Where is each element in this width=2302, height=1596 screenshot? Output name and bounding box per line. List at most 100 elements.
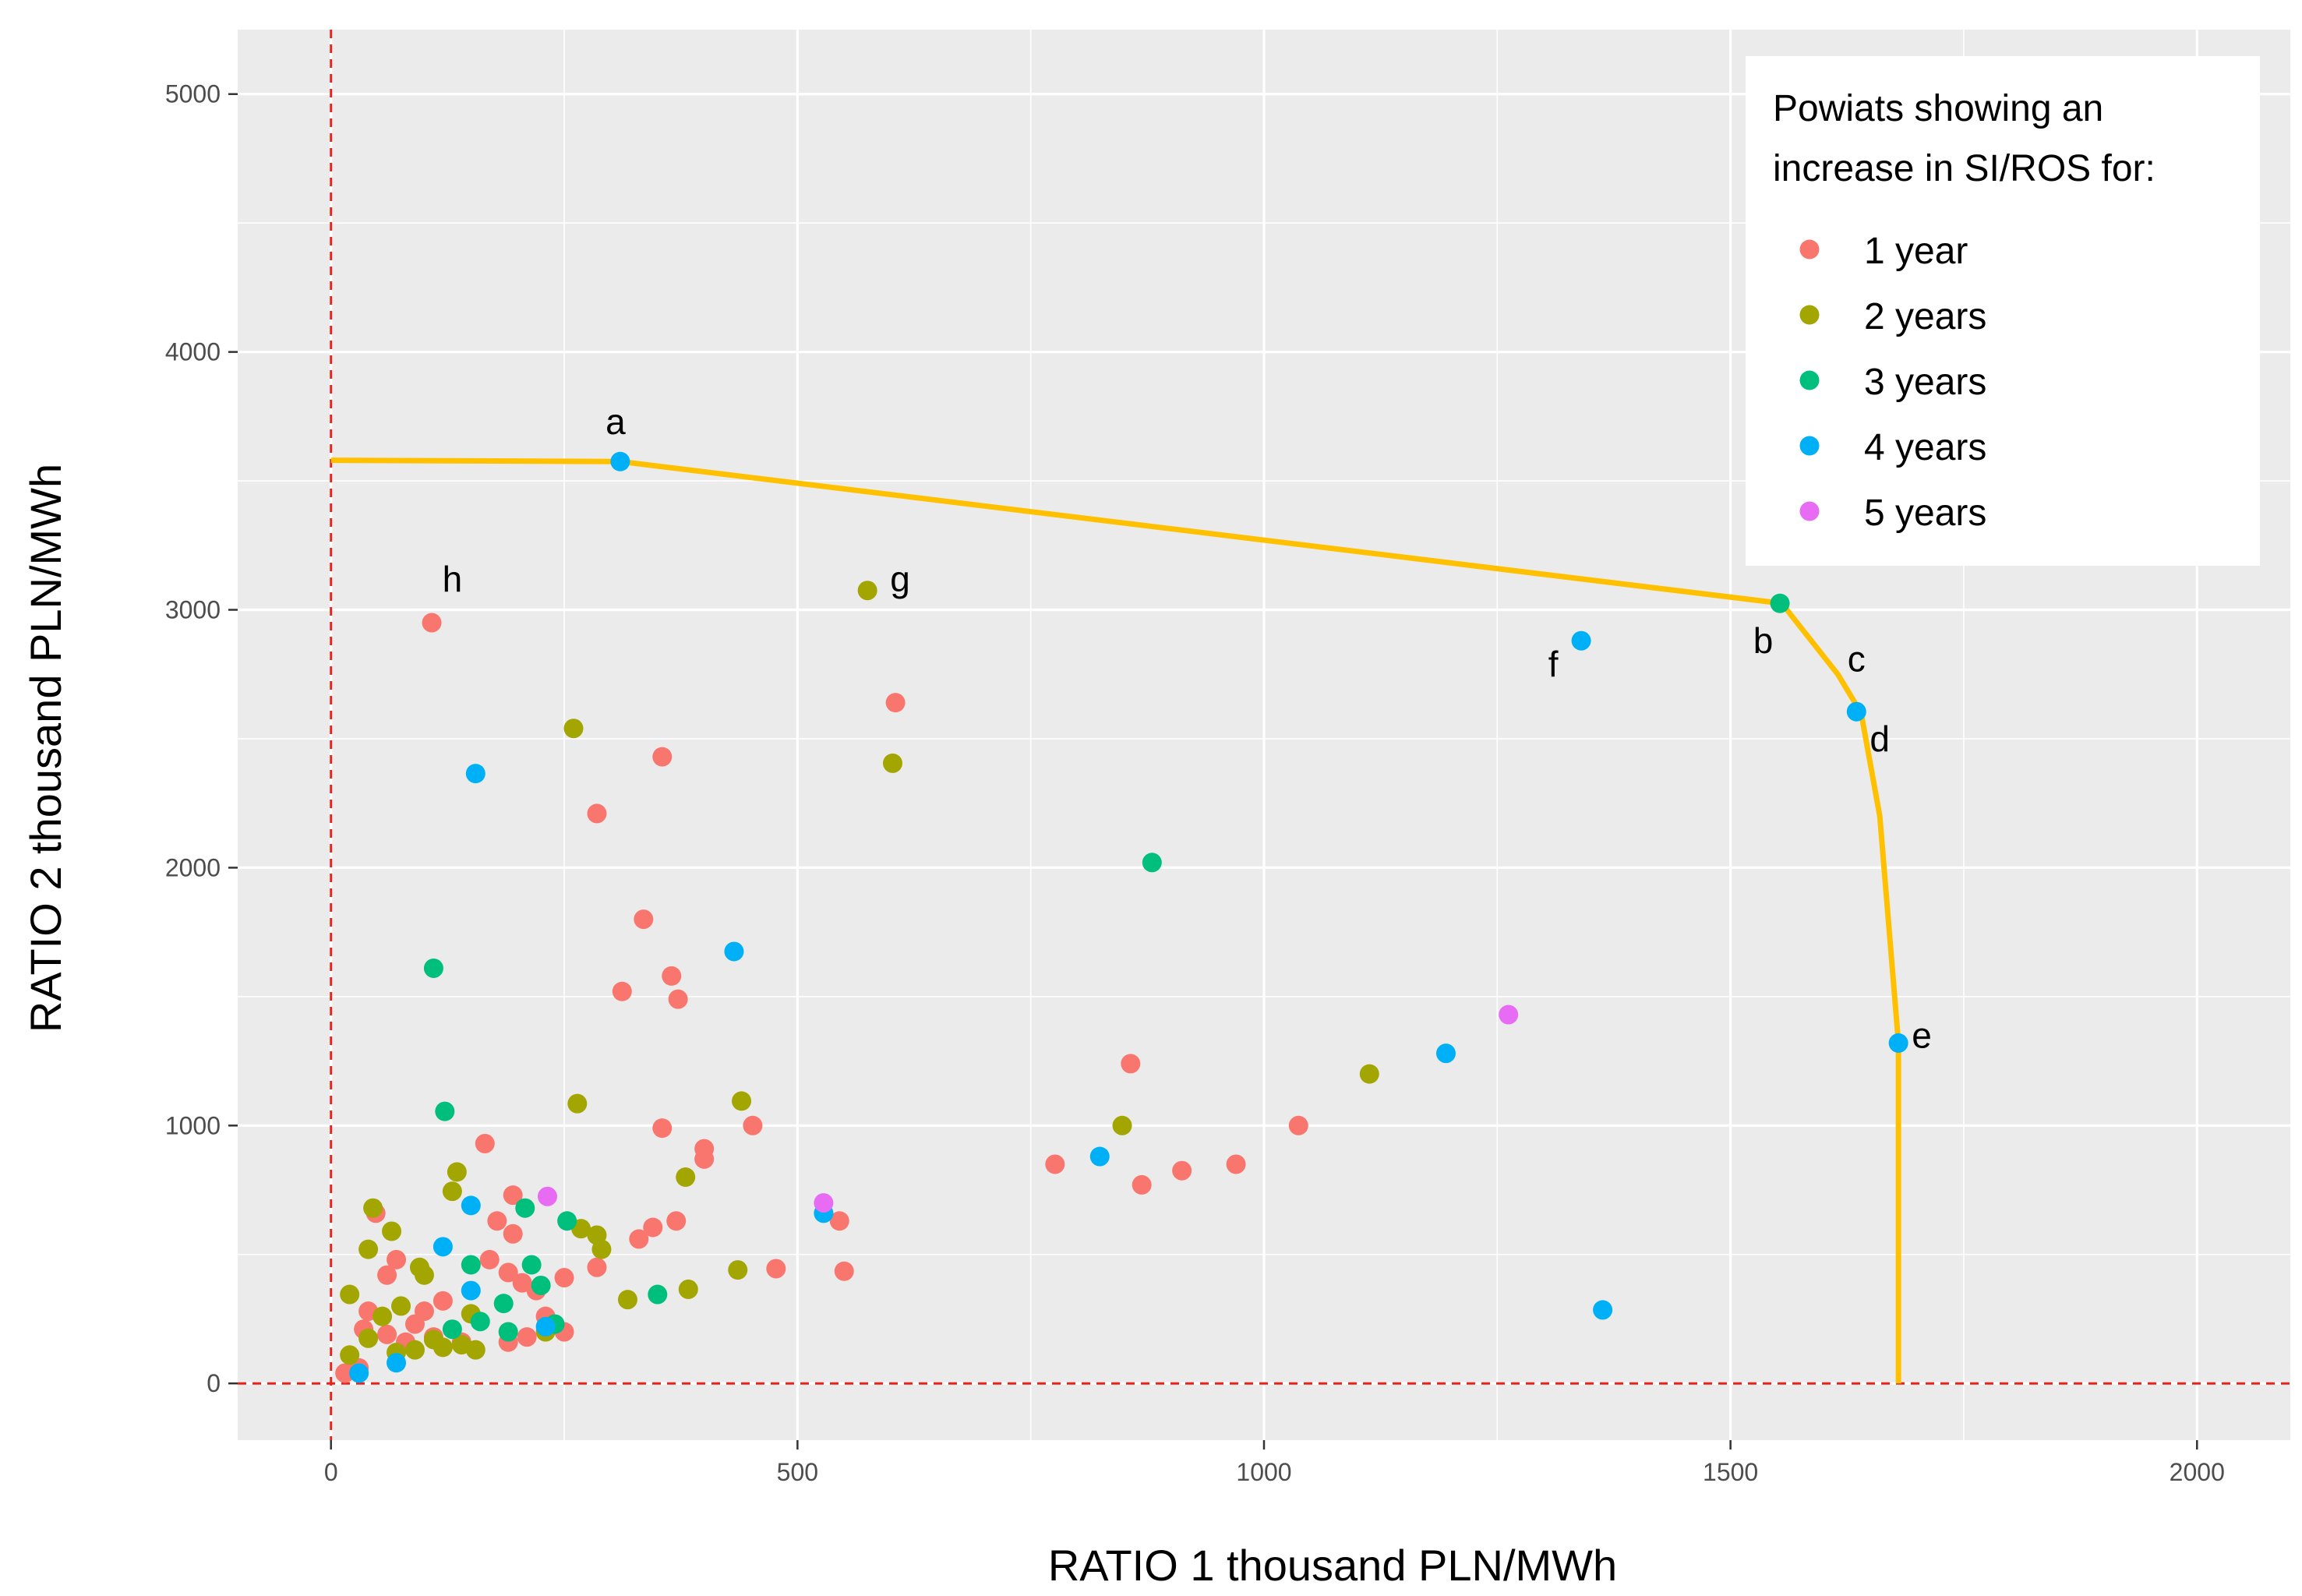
x-tick-label: 2000 [2170,1458,2225,1486]
data-point [724,941,744,962]
data-point [1288,1115,1308,1135]
data-point [487,1211,507,1231]
data-point [461,1255,481,1275]
legend-label: 4 years [1864,427,1986,468]
data-point [567,1093,588,1114]
legend-title-line-2: increase in SI/ROS for: [1773,148,2155,189]
data-point [387,1249,407,1269]
data-point [1045,1154,1065,1174]
data-point [498,1322,518,1342]
data-point [668,989,688,1009]
point-label-d: d [1869,719,1890,759]
data-point [678,1279,698,1299]
data-point [648,1284,668,1305]
data-point [423,958,443,978]
data-point [1571,630,1591,651]
data-point [382,1221,402,1241]
data-point [766,1259,786,1279]
data-point [404,1340,425,1360]
data-point [1435,1043,1456,1064]
point-label-b: b [1753,620,1774,661]
data-point [414,1265,434,1285]
data-point [676,1167,696,1187]
data-point [363,1198,383,1218]
legend-label: 1 year [1864,231,1968,272]
data-point [662,966,682,986]
data-point [1132,1174,1152,1195]
point-label-g: g [890,559,910,599]
data-point [340,1284,360,1305]
data-point [1846,701,1866,722]
data-point [503,1223,523,1244]
point-labels: a b cd e f g h [443,401,1932,1056]
x-tick-label: 1000 [1236,1458,1291,1486]
data-point [461,1195,481,1216]
legend-key [1799,239,1820,260]
data-point [498,1262,518,1283]
data-point [1172,1160,1192,1181]
data-point [610,451,630,471]
data-point [743,1115,763,1135]
data-point [433,1291,453,1311]
data-point [451,1335,471,1355]
data-point [1359,1064,1379,1084]
point-label-c: c [1848,638,1866,679]
data-point [1593,1300,1613,1320]
x-tick-label: 500 [777,1458,818,1486]
data-point [563,719,584,739]
data-point [1499,1005,1519,1025]
data-point [814,1193,834,1213]
data-point [517,1327,537,1347]
data-point [829,1211,849,1231]
legend-key [1799,436,1820,456]
data-point [1112,1115,1132,1135]
data-point [643,1217,663,1238]
data-point [728,1260,748,1280]
data-point [442,1181,462,1202]
data-point [433,1237,453,1257]
point-label-e: e [1912,1015,1932,1055]
data-point [1142,853,1162,873]
legend-key [1799,305,1820,325]
data-point [557,1211,577,1231]
x-tick-label: 1500 [1703,1458,1758,1486]
data-point [629,1229,649,1249]
data-point [1089,1146,1110,1167]
legend-label: 3 years [1864,362,1986,403]
data-point [1121,1054,1141,1074]
y-tick-label: 3000 [165,596,221,624]
data-point [591,1239,612,1259]
legend-label: 5 years [1864,493,1986,534]
data-point [377,1265,397,1285]
data-point [404,1314,425,1334]
data-point [377,1324,397,1344]
x-axis-title: RATIO 1 thousand PLN/MWh [1048,1541,1617,1590]
frontier-line [330,457,1901,1384]
data-point [882,753,902,773]
data-point [470,1312,490,1332]
data-point [335,1363,355,1383]
legend-key [1799,501,1820,521]
legend-box [1746,56,2260,566]
data-point [372,1306,393,1326]
data-point [857,581,877,601]
data-point [433,1337,453,1358]
data-point [475,1133,495,1153]
x-tick-label: 0 [324,1458,338,1486]
data-points [335,451,1908,1383]
data-point [493,1294,514,1314]
data-point [340,1345,360,1365]
data-point [554,1268,574,1288]
efficiency-frontier [330,457,1901,1384]
data-point [422,613,442,633]
data-point [666,1211,687,1231]
data-point [634,909,654,930]
data-point [349,1363,369,1383]
data-point [447,1162,467,1182]
data-point [587,803,607,824]
data-point [503,1185,523,1206]
data-point [652,747,673,767]
reference-lines [238,30,2290,1440]
data-point [535,1316,556,1336]
